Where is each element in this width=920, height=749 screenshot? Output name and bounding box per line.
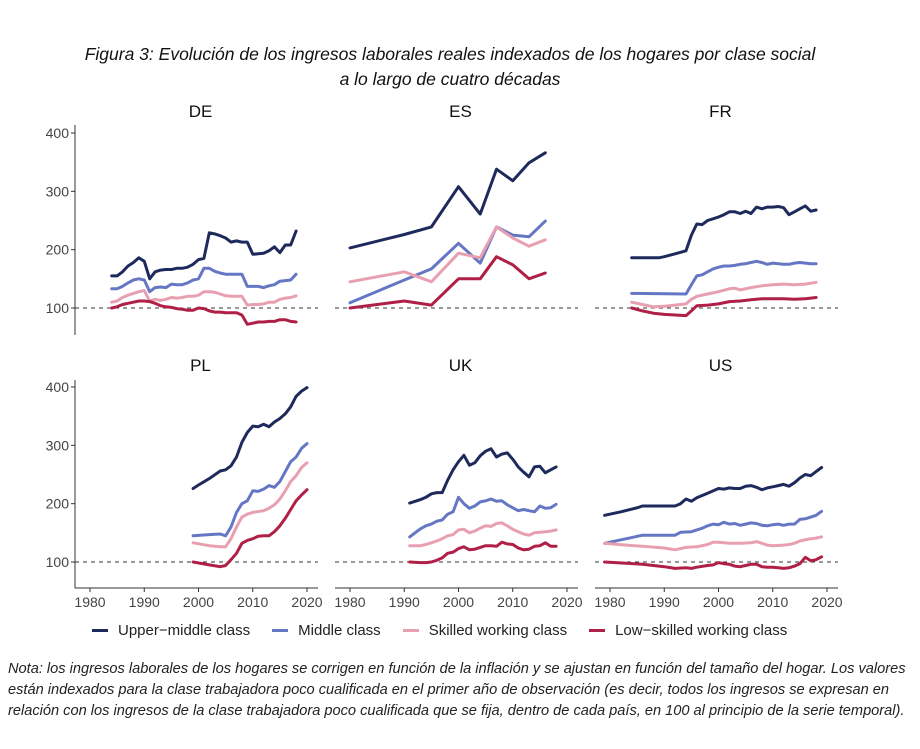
y-tick-label: 300 (46, 437, 70, 453)
y-tick-label: 200 (46, 242, 70, 258)
x-tick-label: 2010 (497, 594, 528, 610)
series-line-uk-0 (408, 447, 558, 505)
legend-label: Middle class (298, 622, 381, 639)
figure-note: Nota: los ingresos laborales de los hoga… (8, 661, 906, 719)
series-line-us-3 (603, 555, 824, 570)
series-line-fr-3 (630, 296, 818, 318)
series-line-pl-2 (191, 461, 309, 549)
y-tick-label: 100 (46, 554, 70, 570)
series-line-de-0 (110, 229, 298, 281)
series-line-pl-3 (191, 488, 309, 569)
series-line-uk-3 (408, 540, 558, 565)
panel-title-de: DE (189, 102, 213, 121)
figure-title-line-1: Figura 3: Evolución de los ingresos labo… (84, 44, 816, 64)
panel-title-uk: UK (449, 356, 473, 375)
legend-label: Low−skilled working class (615, 622, 788, 639)
x-tick-label: 2020 (811, 594, 842, 610)
legend: Upper−middle class Middle class Skilled … (92, 622, 809, 639)
legend-swatch (92, 629, 108, 632)
series-line-de-2 (110, 289, 298, 307)
legend-item-skilled: Skilled working class (402, 622, 568, 639)
panel-title-pl: PL (190, 356, 211, 375)
series-line-us-2 (603, 535, 824, 552)
legend-swatch (589, 629, 606, 632)
x-tick-label: 2020 (551, 594, 582, 610)
series-line-pl-0 (191, 386, 309, 490)
x-tick-label: 1990 (389, 594, 420, 610)
series-line-de-3 (110, 299, 298, 326)
y-tick-label: 300 (46, 183, 70, 199)
faceted-line-chart: DE 100 200 300 400 ES FR PL 100 200 300 400 1980 1990… (46, 102, 843, 610)
x-tick-label: 1980 (334, 594, 365, 610)
y-tick-label: 400 (46, 379, 70, 395)
x-tick-label: 1990 (129, 594, 160, 610)
legend-label: Skilled working class (428, 622, 568, 639)
series-line-es-2 (348, 225, 547, 284)
legend-item-low-skilled: Low−skilled working class (589, 622, 787, 639)
x-tick-label: 2010 (757, 594, 788, 610)
panel-title-es: ES (449, 102, 472, 121)
series-line-uk-1 (408, 495, 558, 539)
legend-item-upper-middle: Upper−middle class (92, 622, 250, 639)
y-tick-label: 400 (46, 125, 70, 141)
x-tick-label: 2000 (703, 594, 734, 610)
figure-title-line-2: a lo largo de cuatro décadas (339, 69, 561, 89)
legend-label: Upper−middle class (118, 622, 251, 639)
series-line-pl-1 (191, 442, 309, 538)
series-line-fr-1 (630, 259, 818, 296)
series-line-fr-2 (630, 280, 818, 309)
x-tick-label: 1980 (594, 594, 625, 610)
panel-title-fr: FR (709, 102, 732, 121)
x-tick-label: 1980 (74, 594, 105, 610)
series-line-de-1 (110, 266, 298, 294)
series-line-es-0 (348, 151, 547, 250)
legend-item-middle: Middle class (272, 622, 381, 639)
panel-title-us: US (709, 356, 733, 375)
legend-swatch (272, 629, 289, 632)
y-tick-label: 200 (46, 496, 70, 512)
x-tick-label: 2000 (183, 594, 214, 610)
x-tick-label: 1990 (649, 594, 680, 610)
series-line-us-1 (603, 509, 824, 545)
series-line-us-0 (603, 466, 824, 517)
legend-swatch (402, 629, 419, 632)
x-tick-label: 2000 (443, 594, 474, 610)
series-line-uk-2 (408, 521, 558, 548)
series-line-es-3 (348, 255, 547, 310)
x-tick-label: 2010 (237, 594, 268, 610)
series-line-fr-0 (630, 204, 818, 260)
x-tick-label: 2020 (291, 594, 322, 610)
y-tick-label: 100 (46, 300, 70, 316)
